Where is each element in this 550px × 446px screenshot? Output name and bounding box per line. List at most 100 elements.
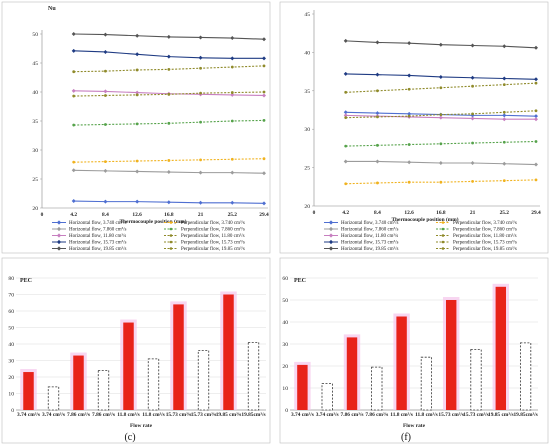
data-point [502, 44, 507, 49]
bar [396, 316, 407, 410]
bar [123, 322, 134, 410]
data-point [230, 56, 235, 61]
y-tick-label: 40 [8, 342, 14, 348]
legend-marker [56, 246, 62, 251]
legend-label: Perpendicular flow, 19.85 cm³/s [181, 246, 245, 252]
y-tick-label: 25 [32, 177, 38, 183]
legend-label: Horizontal flow, 3.740 cm³/s [341, 220, 398, 226]
data-point [438, 160, 443, 165]
x-tick-label: 8.4 [102, 212, 109, 218]
data-point [534, 109, 538, 113]
data-point [439, 142, 443, 146]
legend-label: Perpendicular flow, 3.740 cm³/s [453, 220, 517, 226]
legend-swatch [164, 227, 178, 231]
legend-swatch [324, 233, 338, 238]
y-tick-label: 60 [8, 309, 14, 315]
legend-label: Perpendicular flow, 7.860 cm³/s [453, 227, 517, 233]
data-point [471, 84, 474, 88]
data-point [502, 140, 506, 144]
x-tick-label: 25.2 [228, 212, 238, 218]
data-point [375, 159, 380, 164]
category-label: 11.8 cm³/s [390, 412, 413, 418]
bar [173, 304, 184, 410]
data-point [103, 32, 108, 37]
category-label: 11.8 cm³/s [117, 412, 140, 418]
x-tick-label: 0 [313, 210, 316, 216]
legend-marker [441, 247, 445, 250]
y-axis-label: PEC [20, 278, 32, 284]
data-point [199, 91, 202, 95]
data-point [534, 77, 538, 82]
data-point [407, 87, 411, 91]
category-label: 7.86 cm³/s [365, 412, 388, 418]
data-point [262, 93, 266, 98]
category-label: 3.74 cm³/s [42, 412, 65, 418]
bar [420, 356, 433, 411]
data-point [407, 160, 412, 165]
legend-marker [328, 226, 334, 232]
data-point [135, 33, 140, 38]
data-point [407, 143, 411, 146]
bar [346, 337, 358, 410]
bar [247, 341, 260, 411]
data-point [166, 54, 171, 59]
data-point [534, 162, 538, 167]
data-point [230, 119, 234, 123]
data-point [534, 178, 538, 182]
legend-swatch [52, 239, 66, 245]
category-label: 19.85 cm³/s [216, 412, 242, 418]
data-point [71, 48, 76, 53]
data-point [230, 92, 235, 97]
data-point [103, 89, 108, 94]
line-chart-e: 202530354045Nu04.28.412.616.82125.229.4T… [279, 1, 549, 269]
legend-swatch [324, 239, 338, 245]
y-tick-label: 10 [8, 392, 14, 398]
category-label: 15.73 cm³/s [463, 412, 489, 418]
data-point [375, 72, 380, 77]
data-point [534, 81, 538, 85]
data-point [534, 45, 538, 50]
bar [495, 286, 507, 410]
data-point [230, 157, 234, 161]
bar [445, 300, 457, 410]
x-tick-label: 12.6 [404, 210, 414, 216]
data-point [230, 36, 235, 41]
data-point [199, 120, 202, 124]
data-point [502, 161, 507, 166]
y-tick-label: 60 [282, 276, 288, 282]
x-axis-label: Thermocouple position (mm) [119, 218, 186, 225]
y-tick-label: 30 [282, 342, 288, 348]
category-label: 3.74 cm³/s [291, 412, 314, 418]
data-point [167, 92, 171, 96]
legend-label: Perpendicular flow, 3.740 cm³/s [181, 220, 245, 226]
legend-swatch [436, 234, 450, 237]
legend-label: Perpendicular flow, 15.73 cm³/s [453, 240, 517, 246]
bar [47, 386, 60, 411]
data-point [376, 89, 379, 93]
data-point [471, 141, 474, 145]
data-point [103, 199, 108, 204]
legend-marker [56, 239, 62, 245]
data-point [104, 123, 107, 126]
y-tick-label: 50 [8, 326, 14, 332]
data-point [502, 179, 506, 183]
data-point [502, 113, 507, 118]
legend-marker [441, 221, 445, 224]
data-point [502, 83, 506, 87]
legend-label: Horizontal flow, 11.80 cm³/s [341, 233, 398, 239]
legend-label: Perpendicular flow, 11.80 cm³/s [453, 233, 517, 239]
data-point [167, 121, 171, 125]
data-point [439, 113, 443, 117]
data-point [344, 116, 348, 120]
data-point [262, 171, 266, 176]
panel-caption: (c) [124, 432, 135, 443]
x-axis-label: Thermocouple position (mm) [391, 216, 458, 223]
data-point [470, 43, 475, 48]
bar [223, 294, 234, 410]
data-point [72, 123, 76, 127]
data-point [376, 143, 379, 147]
y-tick-label: 30 [304, 127, 310, 133]
legend-marker [441, 240, 445, 244]
bar [519, 342, 532, 411]
